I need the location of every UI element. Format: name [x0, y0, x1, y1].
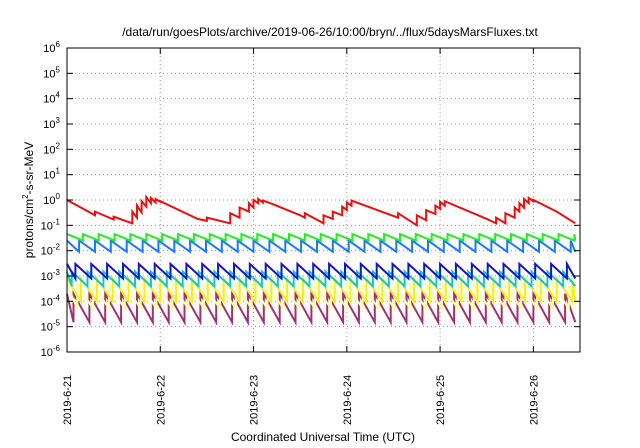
x-tick-label: 2019-6-22	[155, 375, 167, 425]
y-tick-base: 10	[41, 246, 53, 258]
y-tick-base: 10	[41, 271, 53, 283]
y-tick-label: 10-1	[41, 217, 61, 232]
y-tick-base: 10	[43, 195, 55, 207]
y-tick-exp: 5	[56, 65, 61, 74]
y-tick-base: 10	[41, 322, 53, 334]
series-line	[66, 280, 577, 313]
x-tick-label: 2019-6-25	[435, 375, 447, 425]
y-tick-base: 10	[43, 68, 55, 80]
y-tick-exp: 1	[56, 167, 61, 176]
chart-title: /data/run/goesPlots/archive/2019-06-26/1…	[122, 25, 538, 39]
x-ticks: 2019-6-21 2019-6-22 2019-6-23 2019-6-24 2019…	[62, 48, 540, 425]
y-tick-label: 102	[43, 141, 60, 156]
y-tick-exp: 4	[56, 91, 61, 100]
y-axis-title-sup: 2	[21, 194, 30, 199]
y-tick-exp: 6	[56, 40, 61, 49]
y-tick-base: 10	[41, 347, 53, 359]
y-tick-label: 101	[43, 167, 60, 182]
y-tick-label: 10-6	[41, 344, 61, 359]
y-tick-label: 100	[43, 192, 60, 207]
series-line	[66, 260, 577, 283]
x-tick-label: 2019-6-21	[62, 375, 74, 425]
y-tick-label: 104	[43, 91, 60, 106]
y-tick-base: 10	[41, 296, 53, 308]
y-tick-label: 105	[43, 65, 60, 80]
y-axis-title: protons/cm2-s-sr-MeV	[21, 142, 36, 258]
x-axis-title: Coordinated Universal Time (UTC)	[231, 430, 415, 444]
y-tick-label: 10-5	[41, 319, 61, 334]
y-tick-exp: -1	[53, 217, 61, 226]
y-tick-exp: -2	[53, 243, 61, 252]
y-tick-label: 103	[43, 116, 60, 131]
y-tick-exp: 0	[56, 192, 61, 201]
y-tick-base: 10	[43, 119, 55, 131]
y-tick-label: 106	[43, 40, 60, 55]
x-tick-label: 2019-6-26	[528, 375, 540, 425]
y-tick-base: 10	[41, 220, 53, 232]
x-tick-label: 2019-6-24	[342, 375, 354, 425]
y-tick-exp: -6	[53, 344, 61, 353]
y-axis-title-base: protons/cm	[22, 199, 36, 258]
series-layer	[66, 194, 577, 327]
y-tick-base: 10	[43, 94, 55, 106]
series-line	[66, 289, 577, 327]
y-ticks: 10-610-510-410-310-210-11001011021031041…	[41, 40, 580, 359]
y-tick-label: 10-2	[41, 243, 61, 258]
y-tick-base: 10	[43, 43, 55, 55]
series-line	[66, 268, 577, 289]
y-tick-base: 10	[43, 144, 55, 156]
x-tick-label: 2019-6-23	[249, 375, 261, 425]
y-tick-exp: -4	[53, 293, 61, 302]
y-tick-exp: 3	[56, 116, 61, 125]
y-tick-exp: 2	[56, 141, 61, 150]
series-line	[66, 232, 577, 243]
series-line	[66, 194, 576, 228]
y-tick-exp: -5	[53, 319, 61, 328]
y-tick-label: 10-3	[41, 268, 61, 283]
series-line	[66, 238, 577, 255]
y-tick-exp: -3	[53, 268, 61, 277]
y-tick-base: 10	[43, 170, 55, 182]
y-axis-title-rest: -s-sr-MeV	[22, 142, 36, 195]
y-tick-label: 10-4	[41, 293, 61, 308]
